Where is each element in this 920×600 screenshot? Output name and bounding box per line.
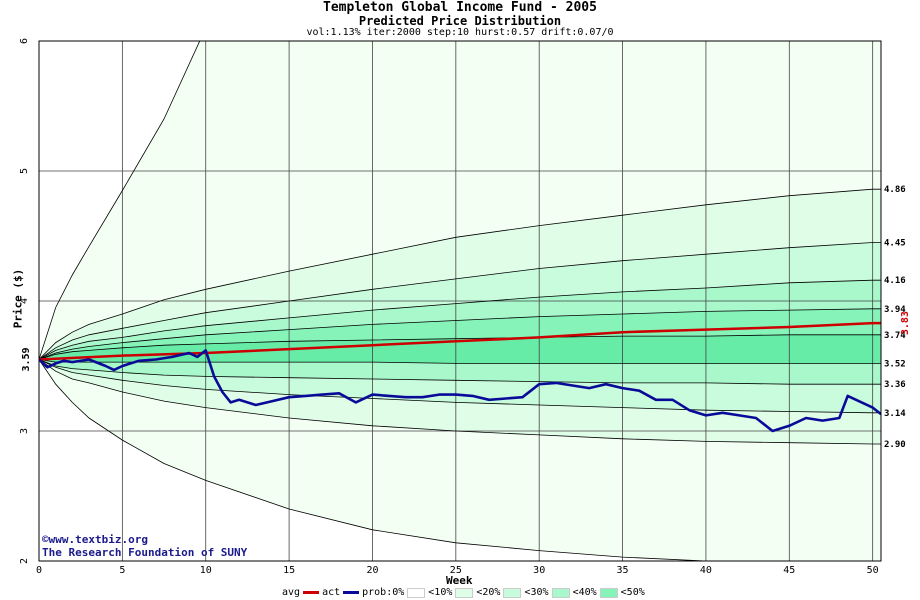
- x-tick-label: 20: [366, 565, 378, 576]
- right-value-label: 4.16: [884, 276, 906, 286]
- legend-b50-label: <50%: [620, 587, 645, 598]
- band-prob-50: [39, 334, 881, 364]
- start-price-label: 3.59: [21, 347, 32, 371]
- band-line-upper-0: [39, 188, 881, 360]
- x-tick-label: 50: [867, 565, 879, 576]
- x-tick-label: 10: [200, 565, 212, 576]
- chart-title: Templeton Global Income Fund - 2005: [323, 0, 597, 15]
- legend-act-line: [343, 591, 360, 594]
- y-tick-label: 3: [19, 428, 30, 434]
- y-tick-label: 4: [19, 298, 30, 304]
- legend-swatch-0: [407, 587, 426, 598]
- x-tick-label: 0: [36, 565, 42, 576]
- legend-prob-label: prob:0%: [362, 587, 405, 598]
- y-tick-label: 6: [19, 38, 30, 44]
- x-tick-label: 45: [783, 565, 795, 576]
- x-tick-label: 25: [450, 565, 462, 576]
- band-line-upper-max: [39, 41, 201, 360]
- x-tick-label: 5: [119, 565, 125, 576]
- right-value-label: 3.14: [884, 409, 906, 419]
- x-tick-label: 35: [617, 565, 629, 576]
- legend-swatch-10: [455, 587, 474, 598]
- band-line-lower-10: [39, 359, 881, 445]
- legend-act-label: act: [322, 587, 341, 598]
- series-act-line: [39, 349, 881, 433]
- band-line-upper-40: [39, 334, 881, 360]
- right-value-label: 4.45: [884, 239, 906, 249]
- band-line-upper-20: [39, 279, 881, 360]
- legend-b30-label: <30%: [524, 587, 549, 598]
- legend-swatch-20: [503, 587, 522, 598]
- right-value-label: 3.52: [884, 359, 906, 369]
- legend-swatch-30: [551, 587, 570, 598]
- right-value-label: 3.36: [884, 380, 906, 390]
- plot-frame: [38, 40, 882, 562]
- legend-swatch-40: [599, 587, 618, 598]
- x-axis-label: Week: [446, 574, 473, 587]
- y-tick-label: 2: [19, 558, 30, 564]
- legend-avg-label: avg: [282, 587, 301, 598]
- right-value-label: 2.90: [884, 440, 906, 450]
- chart-subtitle: Predicted Price Distribution: [358, 14, 562, 28]
- x-tick-label: 40: [700, 565, 712, 576]
- y-tick-label: 5: [19, 168, 30, 174]
- legend-b40-label: <40%: [572, 587, 597, 598]
- chart-legend: avg act prob:0% <10% <20% <30% <40% <50%: [282, 587, 645, 598]
- y-axis-label: Price ($): [11, 268, 25, 329]
- credit-org: The Research Foundation of SUNY: [42, 546, 248, 559]
- legend-avg-line: [303, 591, 320, 594]
- right-value-label: 3.74: [884, 331, 906, 341]
- credit-site: ©www.textbiz.org: [42, 533, 148, 546]
- x-tick-label: 15: [283, 565, 295, 576]
- legend-b10-label: <10%: [428, 587, 453, 598]
- band-line-upper-10: [39, 242, 881, 360]
- final-avg-label: 3.83: [900, 311, 911, 335]
- band-line-upper-30: [39, 308, 881, 360]
- band-line-lower-30: [39, 359, 881, 385]
- right-value-label: 4.86: [884, 185, 906, 195]
- x-tick-label: 30: [533, 565, 545, 576]
- chart-params: vol:1.13% iter:2000 step:10 hurst:0.57 d…: [306, 27, 614, 38]
- legend-b20-label: <20%: [476, 587, 501, 598]
- band-line-lower-0: [39, 359, 719, 561]
- band-line-lower-20: [39, 359, 881, 414]
- right-value-label: 3.94: [884, 305, 906, 315]
